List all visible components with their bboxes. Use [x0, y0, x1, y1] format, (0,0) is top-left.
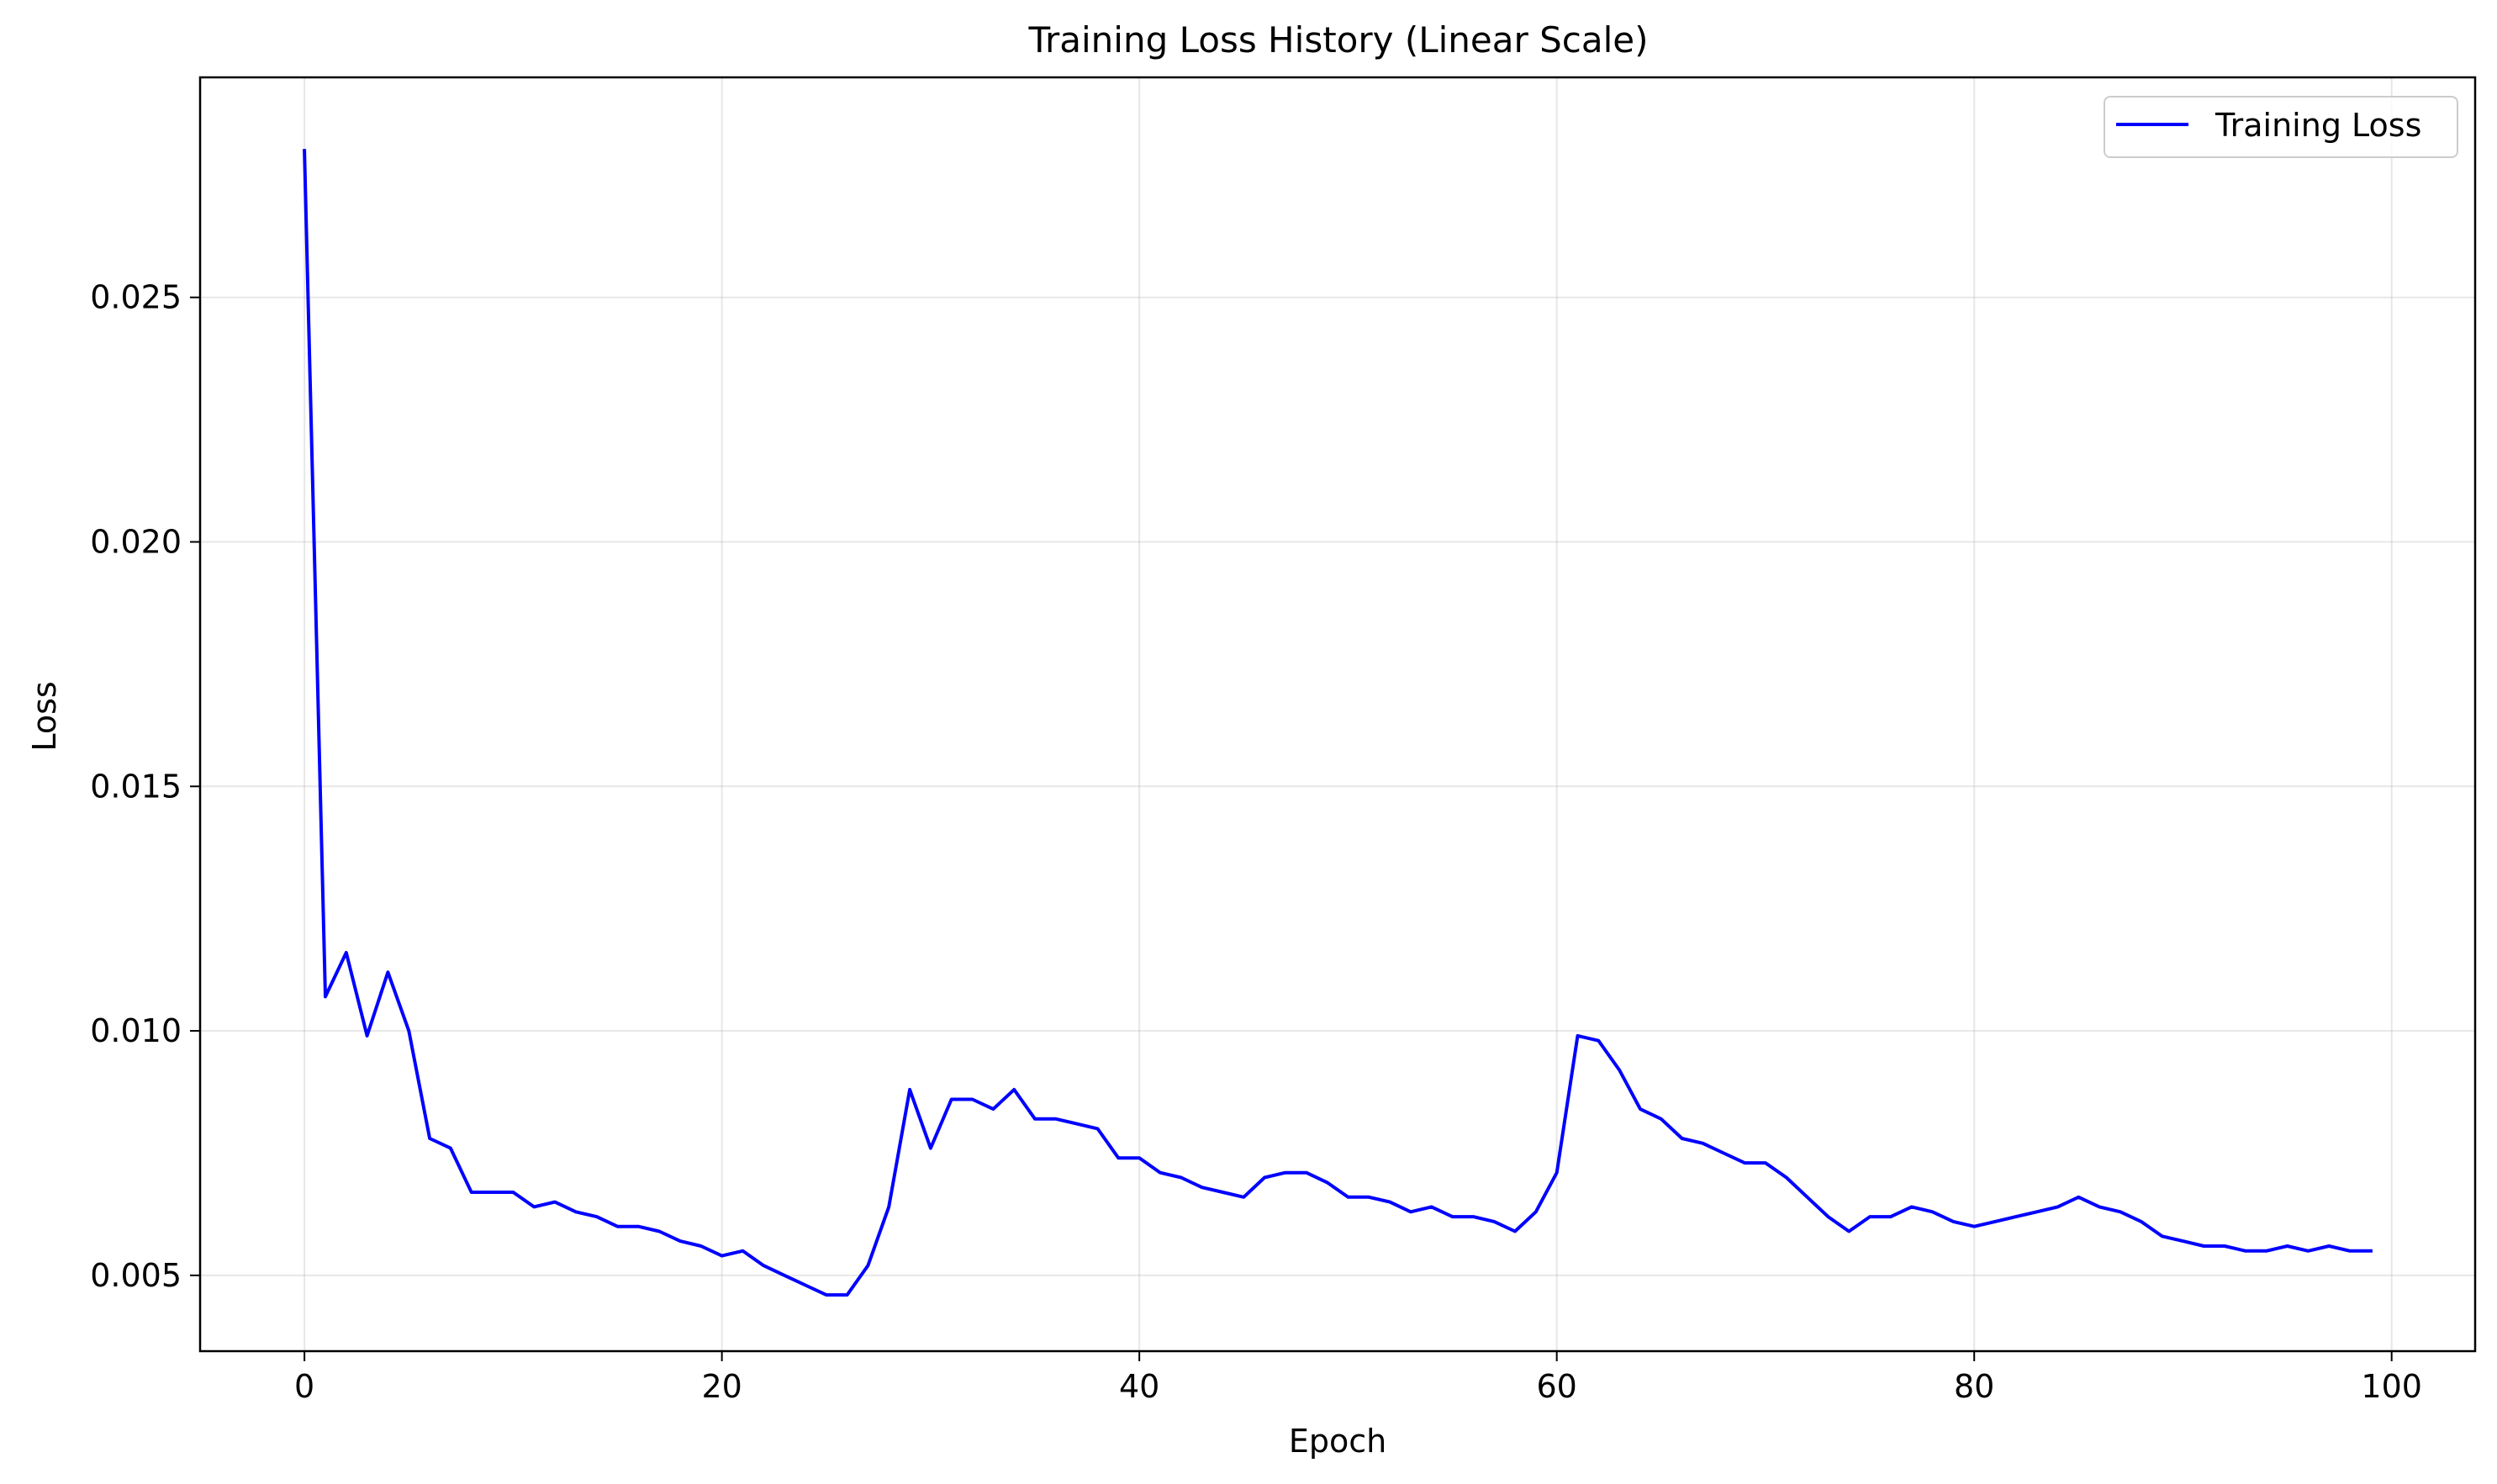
y-tick-label: 0.020	[90, 523, 182, 560]
legend: Training Loss	[2104, 96, 2458, 158]
legend-label-training-loss: Training Loss	[2215, 107, 2421, 144]
x-tick-label: 80	[1954, 1368, 1994, 1405]
plot-area-frame	[198, 76, 2477, 1353]
series-line-training-loss	[303, 149, 2373, 1297]
y-tick-label: 0.025	[90, 279, 182, 316]
chart-title: Training Loss History (Linear Scale)	[1028, 19, 1649, 61]
x-tick-label: 60	[1536, 1368, 1576, 1405]
legend-box	[2104, 96, 2458, 158]
grid-lines	[200, 77, 2475, 1351]
x-tick-label: 40	[1119, 1368, 1159, 1405]
x-tick-label: 100	[2361, 1368, 2422, 1405]
x-tick-label: 0	[294, 1368, 314, 1405]
x-tick-label: 20	[701, 1368, 742, 1405]
series-layer	[303, 149, 2373, 1297]
x-axis-label: Epoch	[1289, 1423, 1386, 1460]
y-tick-label: 0.005	[90, 1257, 182, 1294]
y-tick-label: 0.010	[90, 1012, 182, 1049]
y-tick-label: 0.015	[90, 768, 182, 805]
y-axis-label: Loss	[26, 681, 63, 751]
axis-ticks: 0 20 40 60 80 100 0.005 0.010 0.015 0.020 0.025	[90, 279, 2422, 1405]
